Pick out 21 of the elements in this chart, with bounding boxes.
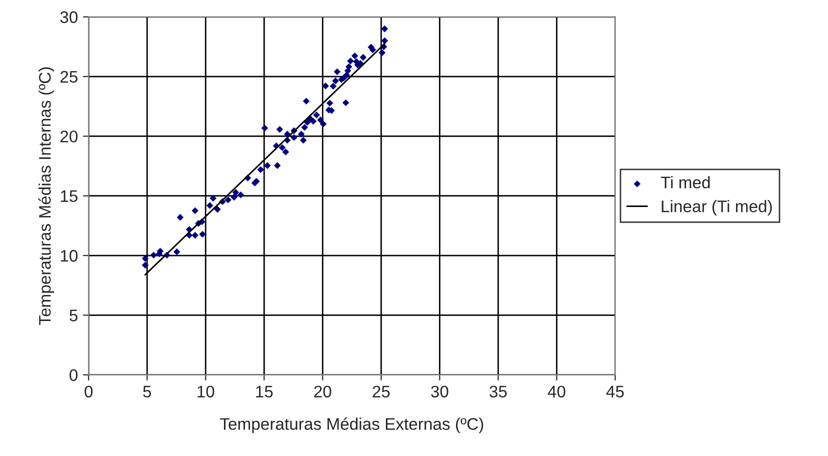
y-axis-title: Temperaturas Médias Internas (ºC) xyxy=(38,67,54,325)
y-tick-label: 10 xyxy=(60,250,78,262)
x-tick-label: 40 xyxy=(548,386,566,398)
x-tick-label: 45 xyxy=(606,386,624,398)
y-tick-label: 0 xyxy=(70,369,78,382)
x-tick-label: 5 xyxy=(143,386,152,398)
x-tick-label: 0 xyxy=(84,386,93,398)
y-tick-label: 5 xyxy=(70,310,78,322)
x-tick-label: 20 xyxy=(314,386,332,398)
legend-label: Ti med xyxy=(660,176,710,188)
y-tick-label: 15 xyxy=(60,190,78,202)
x-tick-label: 15 xyxy=(256,386,273,398)
x-tick-label: 30 xyxy=(431,386,448,398)
y-tick-label: 20 xyxy=(60,130,78,142)
x-tick-label: 35 xyxy=(490,386,507,398)
legend-label: Linear (Ti med) xyxy=(662,200,772,216)
y-tick-label: 30 xyxy=(60,11,78,24)
x-axis-title: Temperaturas Médias Externas (ºC) xyxy=(220,417,484,434)
y-tick-label: 25 xyxy=(60,70,78,83)
x-tick-label: 10 xyxy=(198,386,214,398)
x-tick-label: 25 xyxy=(372,386,390,398)
